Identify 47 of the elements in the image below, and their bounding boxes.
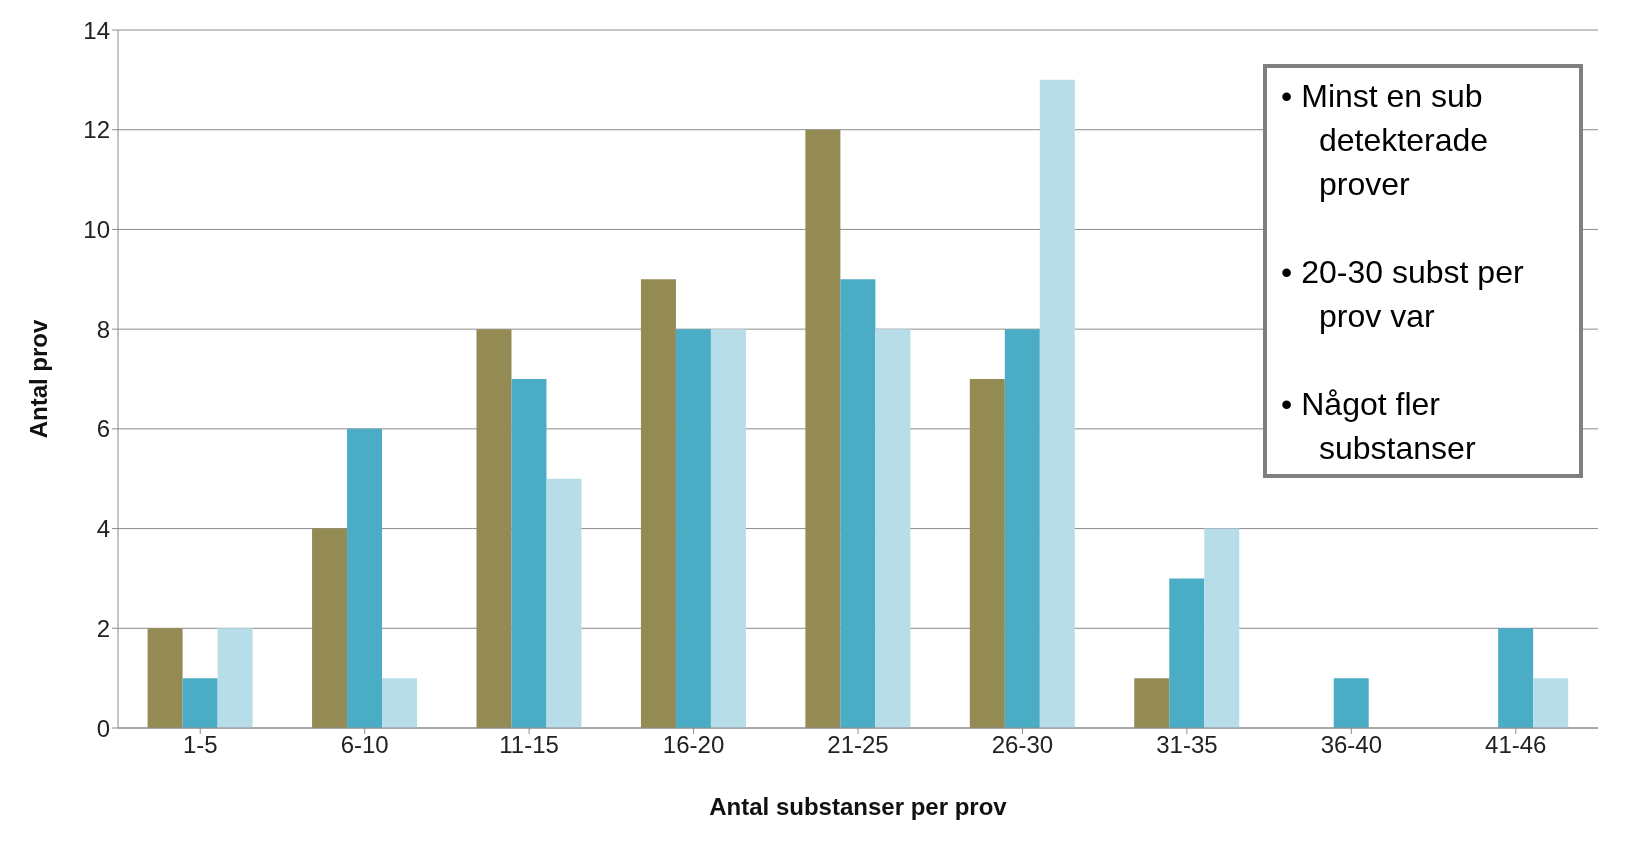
bar [147,628,183,728]
bar [710,329,746,728]
y-tick-label: 14 [83,16,110,44]
y-tick-label: 2 [96,614,110,642]
y-tick-label: 4 [96,515,110,543]
y-tick-label: 12 [83,116,110,144]
note-box: • Minst en sub detekterade prover • 20-30 subst per prov var • Något fler substanser [1263,64,1583,478]
bar [1134,678,1170,728]
y-tick-label: 10 [83,215,110,243]
y-axis-title: Antal prov [24,319,52,439]
bar [675,329,711,728]
x-tick-label: 16-20 [662,731,725,759]
bar [1169,578,1205,728]
y-tick-label: 0 [96,714,110,742]
bar [182,678,218,728]
y-tick-label: 8 [96,315,110,343]
bar [1204,528,1240,728]
bar [382,678,418,728]
bar [1039,79,1075,728]
x-tick-label: 26-30 [991,731,1054,759]
x-tick-label: 1-5 [182,731,218,759]
bar [1333,678,1369,728]
annotation: • Minst en sub detekterade prover [1281,77,1489,204]
bar [875,329,911,728]
bar [347,428,383,728]
x-tick-label: 31-35 [1156,731,1218,759]
bar [476,329,512,728]
bar [312,528,348,728]
bar [840,279,876,728]
bar [969,379,1005,728]
x-axis-title: Antal substanser per prov [709,793,1008,821]
x-tick-label: 6-10 [340,731,389,759]
annotation: • Något fler substanser [1281,385,1477,468]
bar [1533,678,1569,728]
bar [1004,329,1040,728]
bar [1498,628,1534,728]
bar [546,478,582,728]
bar [511,379,547,728]
bar [640,279,676,728]
x-tick-label: 41-46 [1485,731,1547,759]
x-tick-label: 21-25 [827,731,889,759]
x-tick-label: 11-15 [499,731,559,759]
y-tick-label: 6 [96,415,110,443]
bar [217,628,253,728]
bar [805,129,841,728]
annotation: • 20-30 subst per prov var [1281,253,1525,336]
x-tick-label: 36-40 [1320,731,1383,759]
